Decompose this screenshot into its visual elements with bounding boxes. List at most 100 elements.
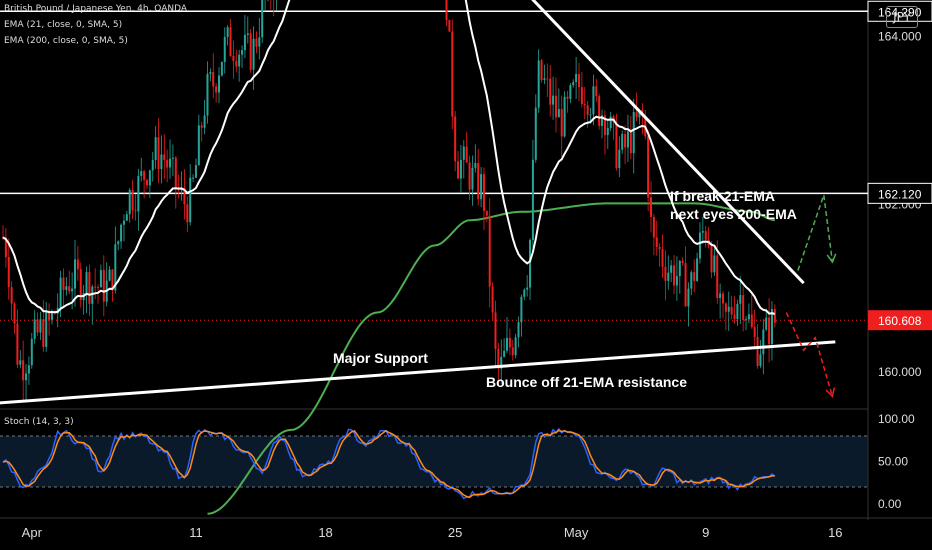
candle (39, 311, 42, 340)
candle (131, 179, 134, 219)
candle (485, 210, 488, 223)
candle-body (482, 174, 485, 211)
candle-body (203, 115, 206, 128)
candle (500, 339, 503, 385)
candle-body (750, 314, 753, 327)
candle (134, 194, 137, 221)
candle-body (148, 170, 151, 186)
candle-body (33, 319, 36, 339)
candle (97, 284, 100, 304)
candle (226, 25, 229, 46)
candle-body (753, 326, 756, 337)
candle-body (494, 312, 497, 349)
candle (598, 93, 601, 130)
candle-body (459, 159, 462, 179)
candle-body (454, 116, 457, 162)
candle-body (546, 78, 549, 80)
candle-body (580, 87, 583, 105)
candle (45, 301, 48, 352)
candle-body (42, 319, 45, 347)
candle-body (667, 272, 670, 281)
stoch-k-line (2, 427, 776, 500)
break-up-arrowhead (826, 253, 837, 264)
candle (494, 300, 497, 367)
candle (19, 350, 22, 369)
candle-body (687, 288, 690, 307)
candle (554, 77, 557, 133)
candle-body (601, 115, 604, 126)
candle (25, 364, 28, 401)
candle-body (13, 303, 16, 324)
candle (684, 246, 687, 307)
candle-body (223, 36, 226, 62)
candle-body (246, 33, 249, 35)
candle-body (638, 110, 641, 118)
candle-body (629, 131, 632, 154)
candle-body (696, 258, 699, 281)
candle (523, 288, 526, 301)
candle-body (200, 125, 203, 128)
candle (468, 155, 471, 201)
candle (174, 156, 177, 209)
candle-body (759, 354, 762, 366)
candle (33, 310, 36, 344)
candle-body (626, 131, 629, 148)
candle (169, 139, 172, 179)
candle-body (215, 86, 218, 93)
candle-body (48, 311, 51, 320)
candle-body (457, 161, 460, 179)
candle (36, 312, 39, 336)
candle (102, 255, 105, 317)
candle-body (68, 286, 71, 292)
candle (575, 57, 578, 99)
candle-body (74, 259, 76, 289)
symbol-legend: British Pound / Japanese Yen, 4h, OANDA (4, 4, 188, 14)
candle (537, 49, 540, 113)
candle (200, 121, 203, 142)
candle (759, 339, 762, 369)
candle (194, 158, 197, 179)
current-price-tag (868, 310, 932, 331)
time-tick-label: Apr (22, 525, 43, 540)
candle-body (79, 269, 82, 301)
candle-body (218, 75, 220, 93)
candle (765, 308, 768, 332)
candle (114, 226, 117, 294)
candle-body (500, 356, 503, 369)
candle-body (477, 163, 480, 200)
candle (531, 139, 534, 249)
candle-body (647, 136, 650, 198)
candle (480, 167, 483, 208)
candle-body (606, 128, 609, 136)
time-tick-label: May (564, 525, 589, 540)
candle (477, 148, 480, 206)
candle (7, 238, 10, 300)
candle-body (102, 270, 105, 302)
candle (166, 149, 169, 183)
candle-body (698, 232, 701, 259)
candle (701, 216, 704, 245)
candle (661, 234, 664, 278)
candle (445, 0, 448, 27)
candle-body (678, 260, 681, 277)
candle-body (684, 263, 687, 307)
candle-body (249, 33, 252, 70)
candle-body (137, 175, 140, 212)
currency-badge[interactable]: JPY (886, 6, 918, 28)
candle-body (91, 286, 94, 304)
candle-body (491, 286, 494, 313)
candle (91, 284, 94, 325)
candle-body (488, 215, 491, 287)
candle (609, 111, 612, 132)
candle-body (762, 329, 765, 355)
candle (186, 196, 189, 233)
candle (252, 26, 255, 90)
candle (459, 145, 462, 194)
candle-body (517, 322, 520, 338)
candle (514, 333, 517, 359)
candle-body (531, 159, 534, 240)
candle (578, 62, 580, 102)
candle (770, 301, 773, 361)
candle-body (468, 162, 471, 190)
